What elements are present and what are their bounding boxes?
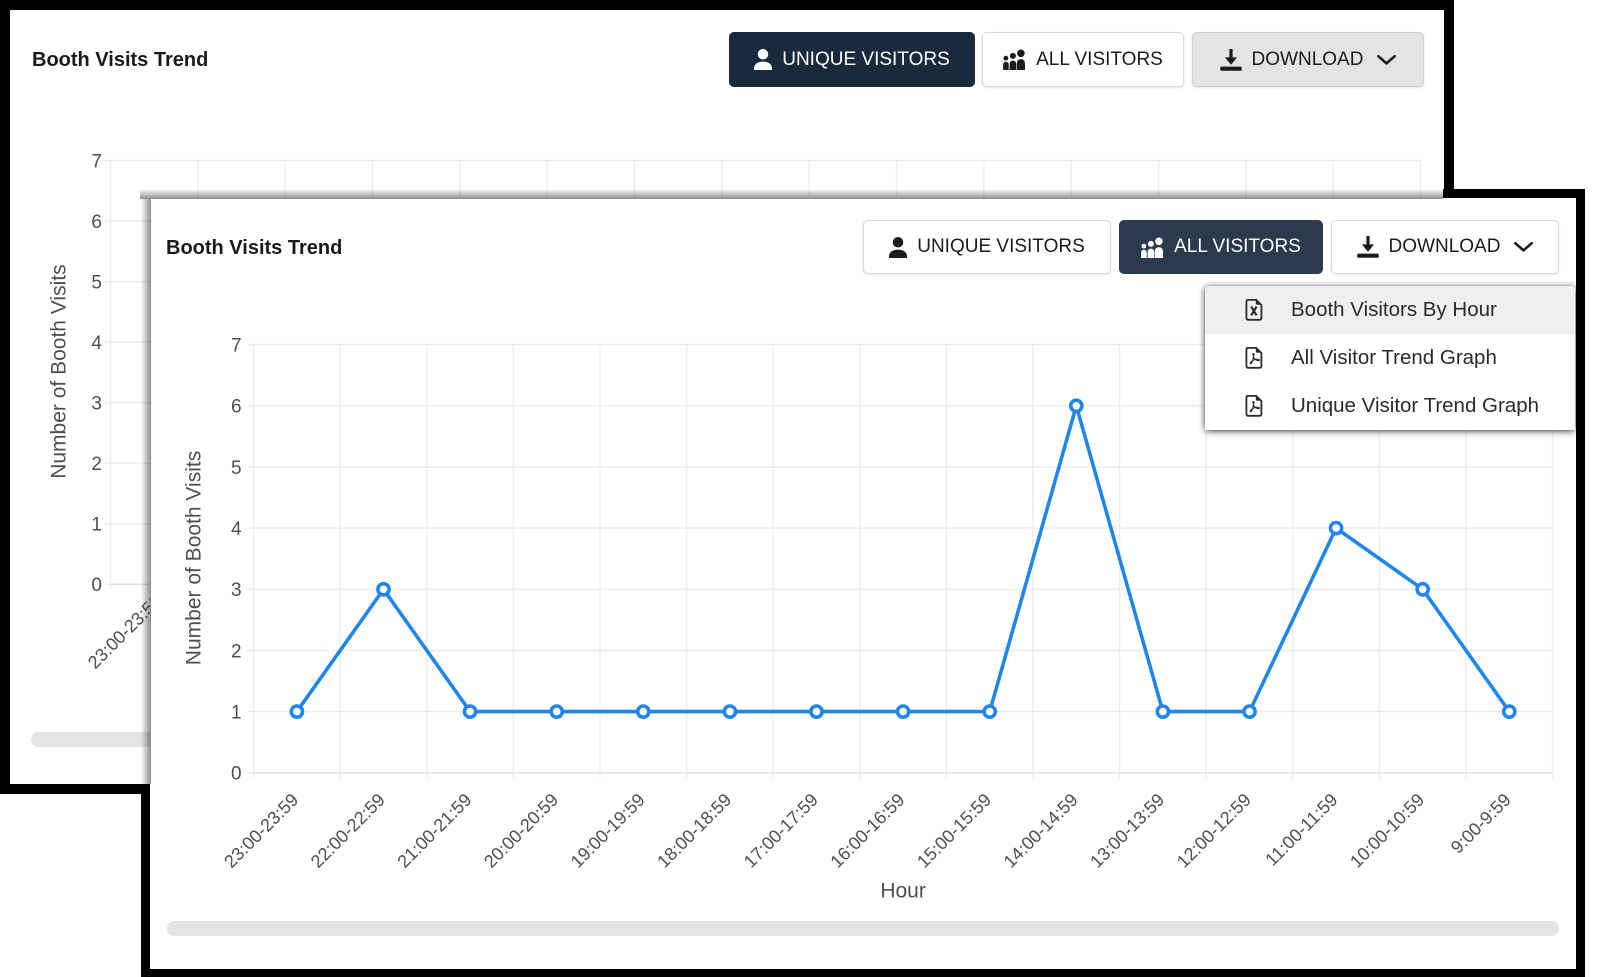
- svg-text:Number of Booth Visits: Number of Booth Visits: [48, 264, 71, 478]
- svg-text:0: 0: [231, 764, 242, 785]
- svg-text:17:00-17:59: 17:00-17:59: [740, 790, 822, 872]
- svg-text:22:00-22:59: 22:00-22:59: [307, 790, 389, 872]
- svg-text:7: 7: [231, 336, 242, 357]
- svg-text:15:00-15:59: 15:00-15:59: [913, 790, 995, 872]
- svg-text:1: 1: [231, 703, 242, 724]
- svg-text:19:00-19:59: 19:00-19:59: [567, 790, 649, 872]
- svg-text:2: 2: [231, 641, 242, 662]
- svg-text:5: 5: [231, 458, 242, 479]
- svg-text:13:00-13:59: 13:00-13:59: [1086, 790, 1168, 872]
- svg-text:16:00-16:59: 16:00-16:59: [826, 790, 908, 872]
- svg-text:12:00-12:59: 12:00-12:59: [1173, 790, 1255, 872]
- svg-text:5: 5: [91, 273, 102, 294]
- svg-text:Number of Booth Visits: Number of Booth Visits: [183, 451, 206, 665]
- svg-text:11:00-11:59: 11:00-11:59: [1261, 790, 1341, 870]
- svg-text:0: 0: [91, 575, 102, 596]
- svg-text:10:00-10:59: 10:00-10:59: [1346, 790, 1428, 872]
- svg-text:20:00-20:59: 20:00-20:59: [480, 790, 562, 872]
- svg-text:6: 6: [231, 397, 242, 418]
- svg-text:7: 7: [91, 151, 102, 172]
- svg-text:2: 2: [91, 454, 102, 475]
- svg-text:1: 1: [91, 515, 102, 536]
- svg-text:3: 3: [231, 580, 242, 601]
- svg-text:6: 6: [91, 212, 102, 233]
- svg-text:18:00-18:59: 18:00-18:59: [653, 790, 735, 872]
- svg-text:Hour: Hour: [880, 879, 926, 902]
- svg-text:4: 4: [91, 333, 102, 354]
- svg-text:3: 3: [91, 394, 102, 415]
- svg-text:21:00-21:59: 21:00-21:59: [393, 790, 475, 872]
- svg-text:14:00-14:59: 14:00-14:59: [1000, 790, 1082, 872]
- svg-text:4: 4: [231, 519, 242, 540]
- svg-text:9:00-9:59: 9:00-9:59: [1447, 790, 1515, 858]
- svg-text:23:00-23:59: 23:00-23:59: [220, 790, 302, 872]
